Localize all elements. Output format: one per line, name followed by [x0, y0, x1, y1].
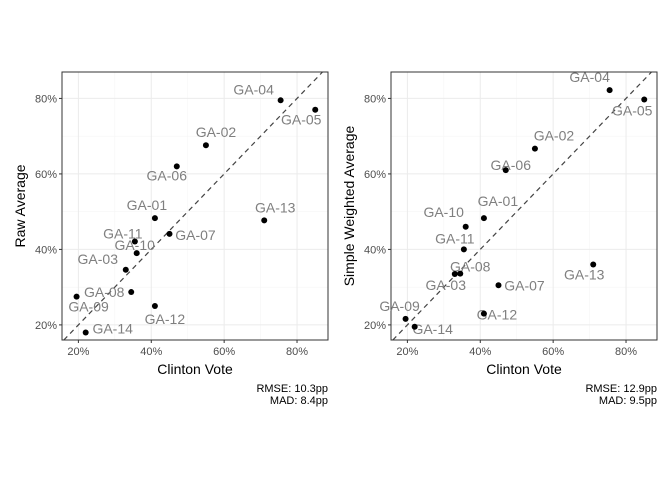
left-point-ga-13	[261, 217, 268, 224]
right-point-ga-11	[460, 246, 467, 253]
left-point-label-ga-05: GA-05	[281, 112, 322, 128]
left-reference-line	[63, 71, 323, 341]
left-point-label-ga-01: GA-01	[127, 197, 168, 213]
right-point-ga-05	[641, 96, 648, 103]
left-y-tick-label: 60%	[35, 169, 57, 181]
right-point-ga-02	[531, 145, 538, 152]
left-point-label-ga-09: GA-09	[68, 299, 109, 315]
left-x-tick-label: 20%	[67, 346, 89, 358]
right-point-label-ga-09: GA-09	[379, 298, 420, 314]
left-point-label-ga-14: GA-14	[92, 320, 133, 336]
left-x-tick-label: 40%	[140, 346, 162, 358]
right-point-ga-13	[590, 261, 597, 268]
left-point-ga-11	[131, 238, 138, 245]
left-point-ga-03	[122, 266, 129, 273]
left-x-tick-label: 80%	[286, 346, 308, 358]
left-panel-border	[61, 71, 329, 341]
right-caption-line-2: MAD: 9.5pp	[599, 395, 657, 407]
right-point-ga-14	[411, 323, 418, 330]
left-point-label-ga-13: GA-13	[255, 199, 296, 215]
left-y-axis-title: Raw Average	[12, 164, 28, 247]
left-point-label-ga-03: GA-03	[78, 251, 119, 267]
left-point-ga-07	[166, 230, 173, 237]
left-point-ga-10	[133, 250, 140, 257]
right-y-tick-label: 20%	[364, 320, 386, 332]
right-x-axis-title: Clinton Vote	[486, 361, 562, 377]
right-point-ga-04	[606, 87, 613, 94]
right-reference-line	[392, 71, 652, 341]
left-point-ga-14	[82, 329, 89, 336]
right-y-tick-label: 80%	[364, 93, 386, 105]
left-panel: GA-01 GA-02 GA-03 GA-04 GA-05 GA-06 GA-07 GA-08…	[12, 71, 329, 407]
left-point-label-ga-06: GA-06	[147, 167, 188, 183]
left-point-label-ga-10: GA-10	[114, 237, 155, 253]
left-caption-line-2: MAD: 8.4pp	[270, 395, 328, 407]
right-point-label-ga-03: GA-03	[426, 277, 467, 293]
right-point-ga-01	[480, 215, 487, 222]
right-point-label-ga-08: GA-08	[450, 259, 491, 275]
left-point-ga-06	[173, 163, 180, 170]
right-caption-line-1: RMSE: 12.9pp	[585, 383, 657, 395]
right-panel-background	[391, 72, 657, 340]
left-y-tick-label: 80%	[35, 93, 57, 105]
right-point-ga-09	[402, 315, 409, 322]
right-point-label-ga-02: GA-02	[534, 128, 575, 144]
right-point-label-ga-05: GA-05	[612, 103, 653, 119]
left-point-label-ga-02: GA-02	[196, 124, 237, 140]
right-point-ga-03	[451, 270, 458, 277]
left-y-tick-label: 20%	[35, 320, 57, 332]
left-point-ga-08	[128, 289, 135, 296]
right-point-label-ga-07: GA-07	[504, 277, 545, 293]
right-y-tick-label: 60%	[364, 169, 386, 181]
left-x-tick-label: 60%	[213, 346, 235, 358]
right-point-label-ga-12: GA-12	[477, 307, 518, 323]
right-point-ga-06	[502, 167, 509, 174]
left-point-label-ga-07: GA-07	[175, 227, 216, 243]
right-panel-border	[390, 71, 658, 341]
right-point-label-ga-14: GA-14	[412, 321, 453, 337]
left-point-ga-04	[277, 97, 284, 104]
right-point-ga-07	[495, 282, 502, 289]
right-point-label-ga-06: GA-06	[491, 157, 532, 173]
left-caption-line-1: RMSE: 10.3pp	[256, 383, 328, 395]
left-point-label-ga-08: GA-08	[84, 284, 125, 300]
right-point-ga-12	[480, 310, 487, 317]
right-x-tick-label: 80%	[615, 346, 637, 358]
left-point-ga-09	[73, 293, 80, 300]
right-panel: GA-01 GA-02 GA-03 GA-04 GA-05 GA-06 GA-07 GA-08…	[341, 69, 658, 407]
left-point-ga-05	[312, 106, 319, 113]
left-panel-background	[62, 72, 328, 340]
right-point-label-ga-13: GA-13	[564, 267, 605, 283]
left-point-ga-01	[151, 215, 158, 222]
right-point-label-ga-01: GA-01	[478, 193, 519, 209]
right-y-tick-label: 40%	[364, 244, 386, 256]
left-point-label-ga-12: GA-12	[145, 311, 186, 327]
left-point-ga-02	[202, 142, 209, 149]
right-x-tick-label: 40%	[469, 346, 491, 358]
right-point-ga-08	[457, 270, 464, 277]
left-point-label-ga-11: GA-11	[103, 225, 143, 241]
left-point-label-ga-04: GA-04	[233, 81, 274, 97]
left-y-tick-label: 40%	[35, 244, 57, 256]
right-x-tick-label: 20%	[396, 346, 418, 358]
left-point-ga-12	[151, 303, 158, 310]
right-point-ga-10	[462, 223, 469, 230]
right-x-tick-label: 60%	[542, 346, 564, 358]
right-y-axis-title: Simple Weighted Average	[341, 126, 357, 287]
right-point-label-ga-11: GA-11	[435, 230, 475, 246]
right-point-label-ga-04: GA-04	[569, 69, 610, 85]
left-x-axis-title: Clinton Vote	[157, 361, 233, 377]
right-point-label-ga-10: GA-10	[423, 204, 464, 220]
